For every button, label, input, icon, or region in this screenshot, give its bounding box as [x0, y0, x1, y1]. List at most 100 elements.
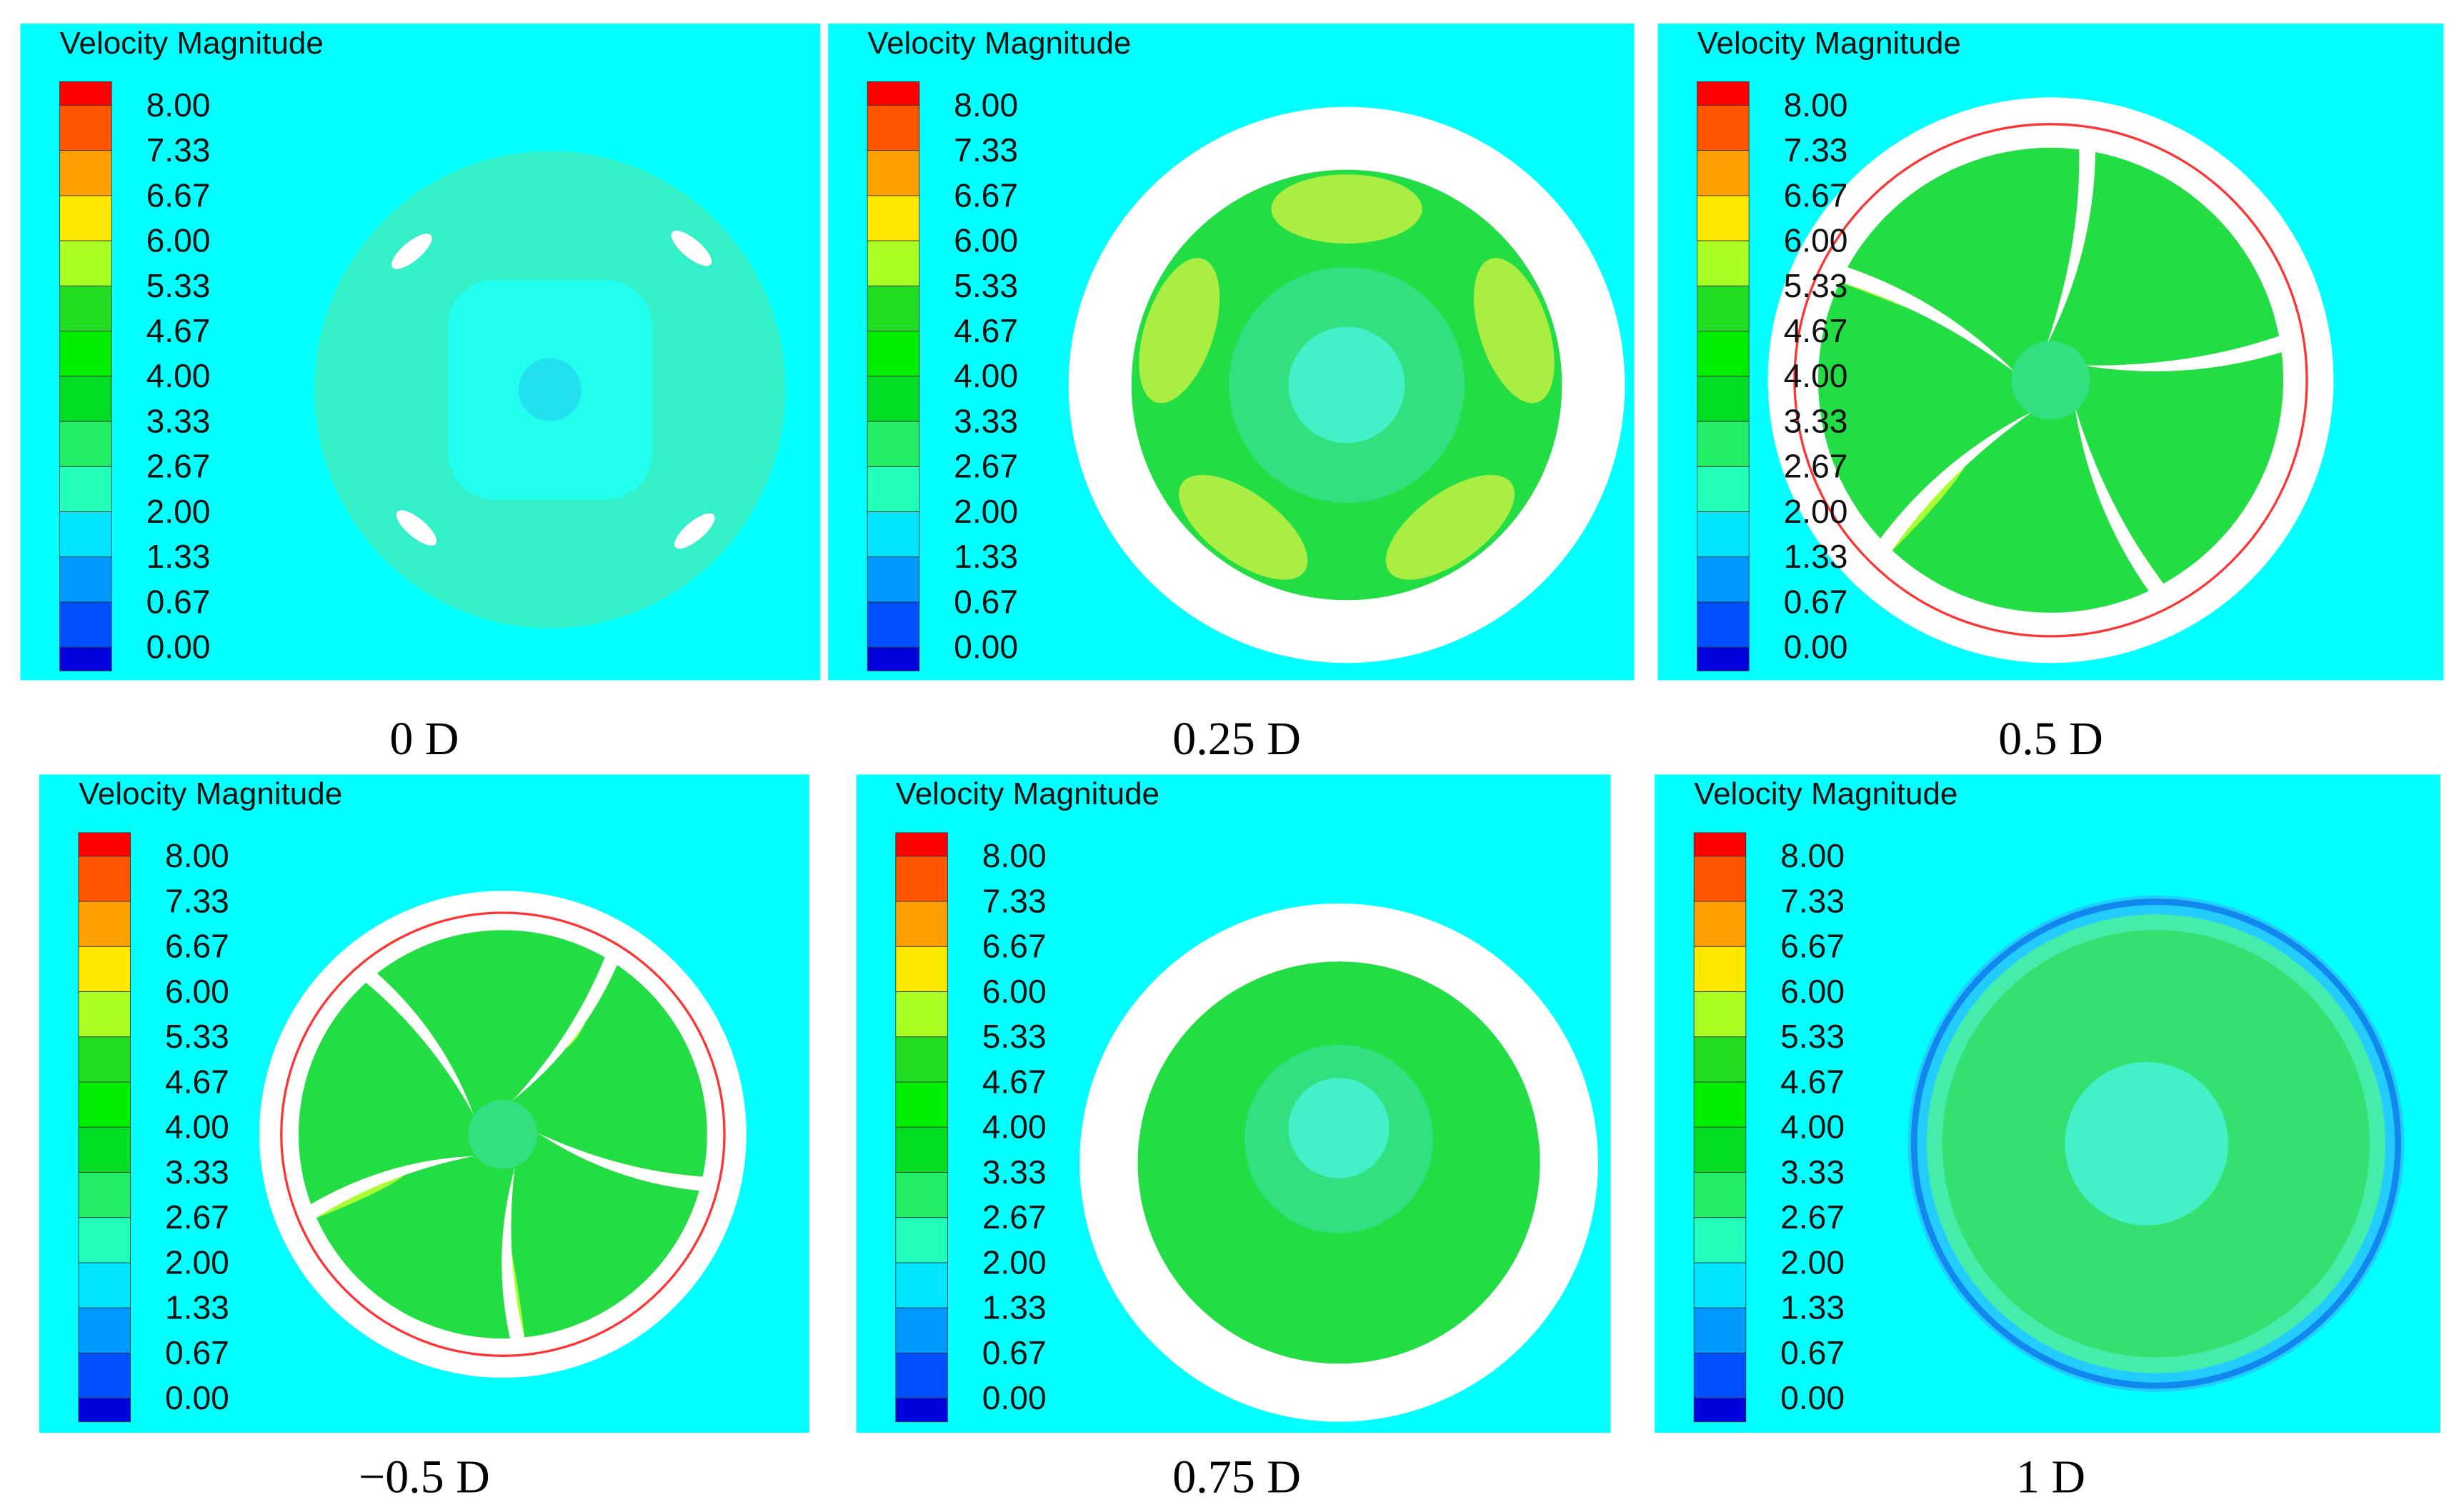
legend-label: 1.33: [165, 1289, 229, 1326]
legend-swatch: [1693, 1217, 1747, 1263]
blade: [1878, 410, 2035, 553]
blade: [363, 971, 474, 1116]
legend-swatch: [59, 285, 112, 332]
legend-label: 0.00: [1780, 1379, 1845, 1416]
legend-swatch: [1693, 1353, 1747, 1399]
legend-label: 8.00: [1784, 86, 1848, 124]
legend-swatch: [59, 466, 112, 513]
legend-swatch: [1697, 195, 1750, 241]
legend-swatch: [1697, 511, 1750, 558]
legend-label: 4.00: [954, 357, 1018, 394]
legend-swatch: [1693, 991, 1747, 1038]
blade-tip: [391, 234, 432, 269]
legend-swatch: [867, 376, 920, 422]
high-region: [1179, 474, 1308, 580]
high-region: [1271, 174, 1422, 244]
panel: Velocity Magnitude 8.00 7.33 6.67 6.00 5.33 4.…: [39, 774, 809, 1433]
legend-label: 0.67: [1784, 583, 1848, 620]
blade: [2074, 405, 2165, 594]
legend-label: 0.00: [165, 1379, 229, 1416]
legend-swatch: [78, 856, 131, 902]
legend-swatch: [895, 946, 948, 992]
panel: Velocity Magnitude 8.00 7.33 6.67 6.00 5.33 4.…: [1655, 774, 2441, 1433]
legend-swatch: [895, 1172, 948, 1218]
legend-swatch: [867, 601, 920, 648]
legend-swatch: [867, 646, 920, 671]
legend-swatch: [1697, 81, 1750, 106]
legend-label: 2.67: [165, 1198, 229, 1236]
legend-label: 7.33: [146, 131, 211, 169]
legend-label: 6.67: [1784, 176, 1848, 214]
legend-swatch: [895, 991, 948, 1038]
legend-label: 0.00: [954, 629, 1018, 666]
legend-swatch: [59, 421, 112, 467]
panel: Velocity Magnitude 8.00 7.33 6.67 6.00 5.33 4.…: [828, 24, 1635, 681]
legend-label: 4.67: [146, 312, 211, 349]
legend-label: 4.67: [982, 1063, 1047, 1100]
legend-label: 5.33: [1780, 1018, 1845, 1055]
legend-swatch: [895, 1081, 948, 1128]
legend-title: Velocity Magnitude: [1694, 776, 1957, 811]
legend-swatch: [895, 832, 948, 857]
caption: −0.5 D: [359, 1451, 490, 1503]
legend-label: 3.33: [165, 1153, 229, 1191]
center-region: [2065, 1061, 2229, 1226]
legend-label: 6.00: [982, 973, 1047, 1010]
legend-swatch: [895, 901, 948, 947]
legend-swatch: [78, 1217, 131, 1263]
legend-label: 6.00: [1784, 222, 1848, 259]
legend-label: 6.00: [1780, 973, 1845, 1010]
blade: [537, 1133, 707, 1191]
legend-label: 6.67: [165, 928, 229, 965]
legend-label: 2.00: [1780, 1243, 1845, 1281]
legend-swatch: [59, 331, 112, 377]
legend-swatch: [895, 1307, 948, 1353]
legend-swatch: [1697, 150, 1750, 196]
legend-label: 6.00: [165, 973, 229, 1010]
legend-label: 1.33: [982, 1289, 1047, 1326]
legend-label: 2.00: [954, 493, 1018, 530]
legend-swatch: [78, 1081, 131, 1128]
blade-tip: [396, 510, 437, 546]
blade: [1837, 266, 2017, 374]
legend-swatch: [895, 1126, 948, 1173]
legend-title: Velocity Magnitude: [896, 776, 1159, 811]
legend-swatch: [78, 1172, 131, 1218]
hub: [2011, 341, 2090, 420]
legend-label: 3.33: [146, 402, 211, 439]
legend-swatch: [895, 856, 948, 902]
legend-label: 2.00: [146, 493, 211, 530]
hub: [468, 1099, 538, 1169]
legend-label: 7.33: [1780, 882, 1845, 919]
legend-swatch: [895, 1262, 948, 1308]
legend-swatch: [867, 240, 920, 286]
legend-swatch: [78, 1126, 131, 1173]
legend-swatch: [867, 511, 920, 558]
legend-swatch: [78, 1307, 131, 1353]
legend-label: 6.67: [1780, 928, 1845, 965]
ring: [1910, 898, 2402, 1389]
legend-label: 2.67: [1780, 1198, 1845, 1236]
caption: 0.75 D: [1172, 1451, 1301, 1503]
legend-swatch: [59, 601, 112, 648]
legend-label: 1.33: [1780, 1289, 1845, 1326]
legend-swatch: [1693, 1036, 1747, 1083]
legend-label: 5.33: [146, 267, 211, 304]
legend-swatch: [59, 150, 112, 196]
legend-swatch: [1697, 331, 1750, 377]
legend-swatch: [895, 1353, 948, 1399]
legend-swatch: [895, 1217, 948, 1263]
legend-swatch: [1697, 376, 1750, 422]
legend-label: 6.00: [954, 222, 1018, 259]
legend-swatch: [867, 285, 920, 332]
blade-tip: [674, 513, 715, 549]
legend-swatch: [59, 104, 112, 151]
legend-swatch: [78, 832, 131, 857]
legend-label: 4.67: [1784, 312, 1848, 349]
legend-swatch: [59, 556, 112, 603]
blade: [502, 1166, 526, 1342]
legend-title: Velocity Magnitude: [60, 26, 324, 61]
caption: 0.25 D: [1172, 713, 1301, 765]
panel: Velocity Magnitude 8.00 7.33 6.67 6.00 5.33 4.…: [856, 774, 1611, 1433]
legend-label: 0.67: [146, 583, 211, 620]
